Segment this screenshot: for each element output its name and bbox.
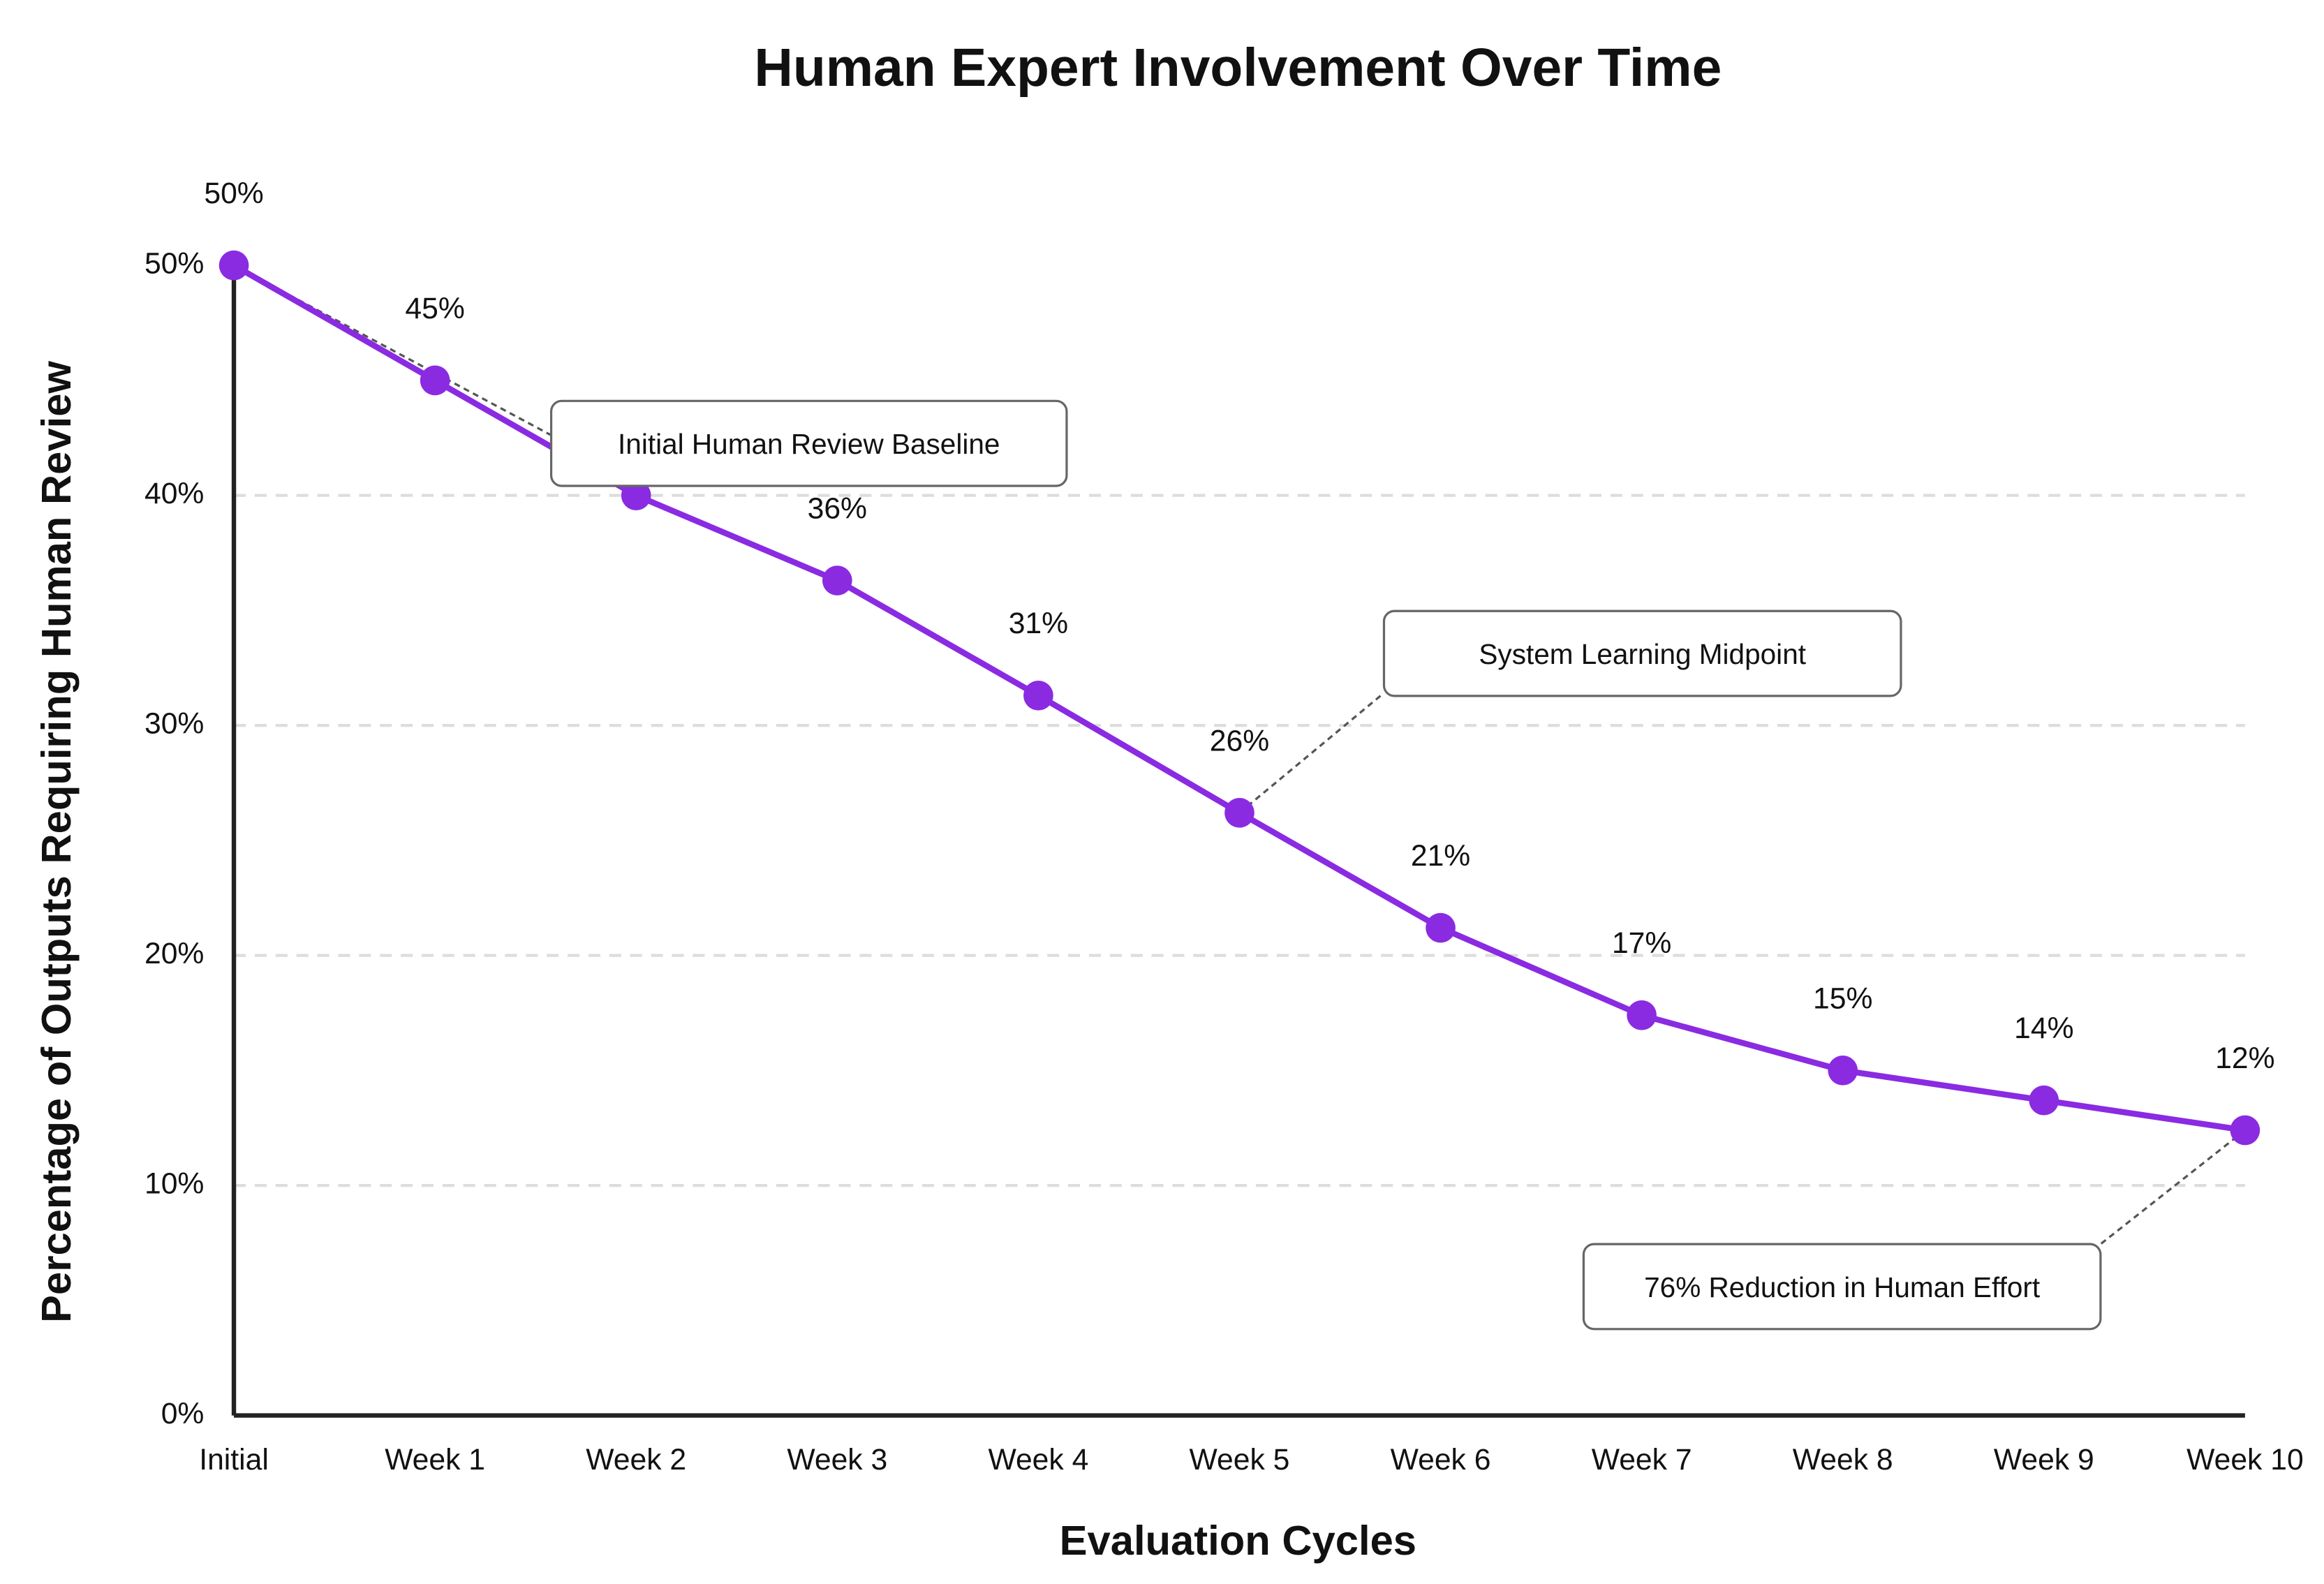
x-tick-label: Week 1 xyxy=(385,1443,485,1476)
data-label: 12% xyxy=(2215,1042,2274,1075)
x-tick-label: Initial xyxy=(199,1443,269,1476)
data-point xyxy=(1627,1000,1657,1030)
data-point xyxy=(1828,1056,1858,1086)
data-label: 31% xyxy=(1009,607,1068,640)
data-point xyxy=(2230,1115,2260,1146)
data-label: 15% xyxy=(1813,982,1872,1015)
data-label: 36% xyxy=(808,492,867,526)
y-tick-label: 50% xyxy=(145,246,204,280)
x-tick-label: Week 10 xyxy=(2186,1443,2304,1476)
annotation-text: Initial Human Review Baseline xyxy=(618,428,1000,460)
data-label: 45% xyxy=(405,292,464,325)
data-point xyxy=(1426,912,1456,943)
data-point xyxy=(420,365,450,396)
x-tick-label: Week 8 xyxy=(1793,1443,1893,1476)
y-axis-label: Percentage of Outputs Requiring Human Re… xyxy=(33,361,80,1323)
data-label: 21% xyxy=(1411,839,1470,873)
y-tick-label: 20% xyxy=(145,937,204,970)
data-label: 26% xyxy=(1210,724,1269,757)
data-point xyxy=(621,480,651,510)
data-label: 17% xyxy=(1612,926,1671,960)
annotation-box xyxy=(1382,609,1902,697)
annotation-text: 76% Reduction in Human Effort xyxy=(1644,1271,2040,1303)
data-point xyxy=(2029,1085,2059,1116)
annotation-text: System Learning Midpoint xyxy=(1479,638,1806,670)
annotation-leader xyxy=(233,264,552,436)
x-tick-label: Week 7 xyxy=(1592,1443,1692,1476)
x-tick-label: Week 5 xyxy=(1190,1443,1290,1476)
annotation-leader xyxy=(1238,692,1385,814)
chart-title: Human Expert Involvement Over Time xyxy=(754,38,1722,98)
y-tick-label: 40% xyxy=(145,477,204,510)
data-point xyxy=(1224,797,1254,828)
y-tick-label: 10% xyxy=(145,1167,204,1200)
data-point xyxy=(219,250,249,281)
y-tick-label: 30% xyxy=(145,706,204,740)
x-tick-label: Week 4 xyxy=(988,1443,1088,1476)
annotation-box xyxy=(1582,1243,2102,1331)
x-tick-label: Week 9 xyxy=(1994,1443,2094,1476)
data-label: 50% xyxy=(204,177,263,210)
data-point xyxy=(1023,680,1053,711)
data-label: 14% xyxy=(2014,1012,2073,1045)
x-tick-label: Week 6 xyxy=(1391,1443,1491,1476)
annotation-box xyxy=(549,399,1068,487)
data-point xyxy=(822,565,852,595)
x-tick-label: Week 3 xyxy=(787,1443,887,1476)
x-axis-label: Evaluation Cycles xyxy=(1060,1517,1416,1564)
x-tick-label: Week 2 xyxy=(586,1443,686,1476)
y-tick-label: 0% xyxy=(161,1397,205,1430)
